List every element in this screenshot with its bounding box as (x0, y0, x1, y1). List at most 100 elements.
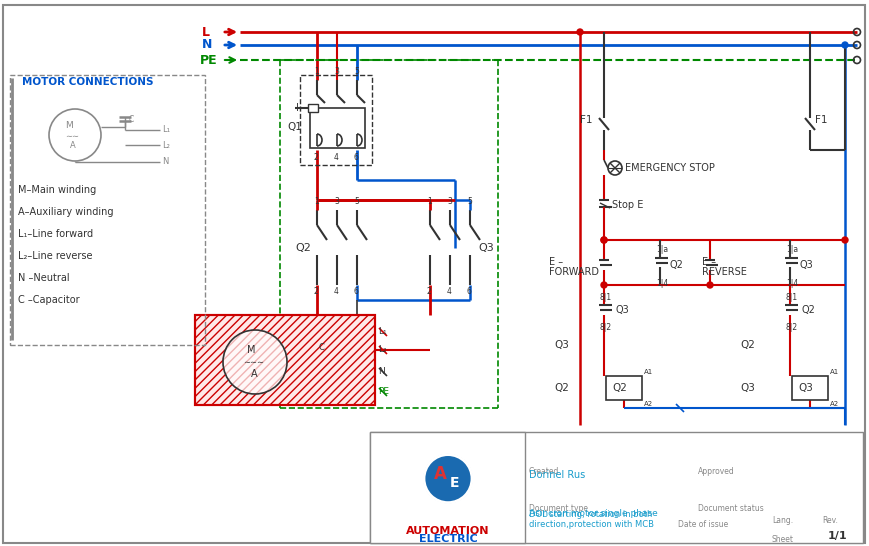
Text: 5: 5 (354, 68, 359, 76)
Text: Q2: Q2 (669, 260, 683, 270)
Text: 4: 4 (334, 152, 339, 162)
Circle shape (841, 42, 847, 48)
Text: 8|2: 8|2 (785, 323, 797, 331)
Text: PE: PE (377, 388, 388, 396)
Text: 1|4: 1|4 (785, 278, 798, 288)
Text: N –Neutral: N –Neutral (18, 273, 70, 283)
Circle shape (576, 29, 582, 35)
Text: 1: 1 (314, 198, 318, 206)
Text: A–Auxiliary winding: A–Auxiliary winding (18, 207, 113, 217)
Text: Dorinel Rus: Dorinel Rus (528, 470, 585, 480)
Text: Sheet: Sheet (771, 535, 793, 543)
Text: 1: 1 (314, 68, 318, 76)
Text: F1: F1 (814, 115, 826, 125)
Text: Q3: Q3 (615, 305, 629, 315)
Bar (300, 75, 372, 165)
Text: 6: 6 (354, 152, 359, 162)
Text: REVERSE: REVERSE (701, 267, 746, 277)
Text: L₂–Line reverse: L₂–Line reverse (18, 251, 92, 261)
Text: MOTOR CONNECTIONS: MOTOR CONNECTIONS (22, 77, 153, 87)
Text: 8|1: 8|1 (600, 294, 612, 302)
Text: E –: E – (701, 257, 715, 267)
Circle shape (600, 237, 607, 243)
Text: FORWARD: FORWARD (548, 267, 599, 277)
Circle shape (600, 237, 607, 243)
Text: Approved: Approved (697, 467, 734, 476)
Text: L: L (202, 26, 209, 39)
Text: 3: 3 (447, 198, 451, 206)
Text: Document status: Document status (697, 504, 763, 513)
Text: 5: 5 (467, 198, 471, 206)
Text: M: M (247, 345, 255, 355)
Text: Q3: Q3 (797, 383, 812, 393)
Text: Q2: Q2 (295, 243, 310, 253)
Text: Q3: Q3 (799, 260, 813, 270)
Text: DOL starting, rotation in both
direction,protection with MCB: DOL starting, rotation in both direction… (528, 510, 653, 530)
Text: M–Main winding: M–Main winding (18, 185, 96, 195)
Text: Lang.: Lang. (771, 516, 793, 525)
Bar (369, 432, 862, 543)
Text: 1|a: 1|a (655, 246, 667, 254)
Text: Date of issue: Date of issue (677, 520, 727, 529)
Text: ∼∼∼: ∼∼∼ (242, 358, 263, 366)
Text: L₁: L₁ (162, 126, 169, 134)
Text: 1|4: 1|4 (655, 278, 667, 288)
Text: E –: E – (548, 257, 562, 267)
Text: Q2: Q2 (740, 340, 754, 350)
Text: 4: 4 (447, 288, 451, 296)
Text: Q2: Q2 (611, 383, 627, 393)
Text: L₁–Line forward: L₁–Line forward (18, 229, 93, 239)
Text: Asincron motor,single phase: Asincron motor,single phase (528, 508, 657, 518)
Text: C: C (129, 115, 134, 123)
Text: A: A (70, 141, 76, 151)
Text: 2: 2 (314, 152, 318, 162)
Text: C –Capacitor: C –Capacitor (18, 295, 80, 305)
Text: Q2: Q2 (801, 305, 815, 315)
Text: A2: A2 (829, 401, 839, 407)
Text: Q2: Q2 (554, 383, 568, 393)
Bar (369, 432, 524, 543)
Text: 1/1: 1/1 (827, 531, 846, 541)
Text: 5: 5 (354, 198, 359, 206)
Text: A: A (434, 465, 447, 483)
Text: PE: PE (200, 54, 217, 67)
Text: Q3: Q3 (554, 340, 568, 350)
Text: Q3: Q3 (477, 243, 494, 253)
Circle shape (600, 282, 607, 288)
Text: 2: 2 (427, 288, 431, 296)
Bar (195, 315, 375, 405)
Bar (308, 104, 318, 112)
Text: 3: 3 (334, 198, 339, 206)
Text: 1: 1 (427, 198, 431, 206)
Text: L₂: L₂ (377, 346, 386, 354)
Text: 4: 4 (334, 288, 339, 296)
Text: Document type: Document type (528, 504, 587, 513)
Text: 8|1: 8|1 (785, 294, 797, 302)
Text: Rev.: Rev. (821, 516, 837, 525)
Text: ELECTRIC: ELECTRIC (418, 534, 477, 544)
Text: Q3: Q3 (740, 383, 754, 393)
Text: C: C (319, 342, 324, 352)
Text: 6: 6 (467, 288, 471, 296)
Text: N: N (377, 367, 384, 377)
Text: 8|2: 8|2 (600, 323, 612, 331)
Text: N: N (162, 157, 169, 167)
Circle shape (222, 330, 287, 394)
Text: A2: A2 (643, 401, 653, 407)
Text: A1: A1 (643, 369, 653, 375)
Text: A1: A1 (829, 369, 839, 375)
Text: L₂: L₂ (162, 140, 169, 150)
Text: 2: 2 (314, 288, 318, 296)
Text: Stop E: Stop E (611, 200, 643, 210)
Text: L₁: L₁ (377, 328, 386, 336)
Text: 6: 6 (354, 288, 359, 296)
Text: E: E (449, 476, 459, 490)
Bar (10, 75, 205, 345)
Text: Q1: Q1 (287, 122, 302, 132)
Text: EMERGENCY STOP: EMERGENCY STOP (624, 163, 714, 173)
Text: 3: 3 (334, 68, 339, 76)
Text: N: N (202, 39, 212, 51)
Bar (195, 315, 375, 405)
Text: AUTOMATION: AUTOMATION (406, 526, 489, 536)
Text: Created: Created (528, 467, 559, 476)
